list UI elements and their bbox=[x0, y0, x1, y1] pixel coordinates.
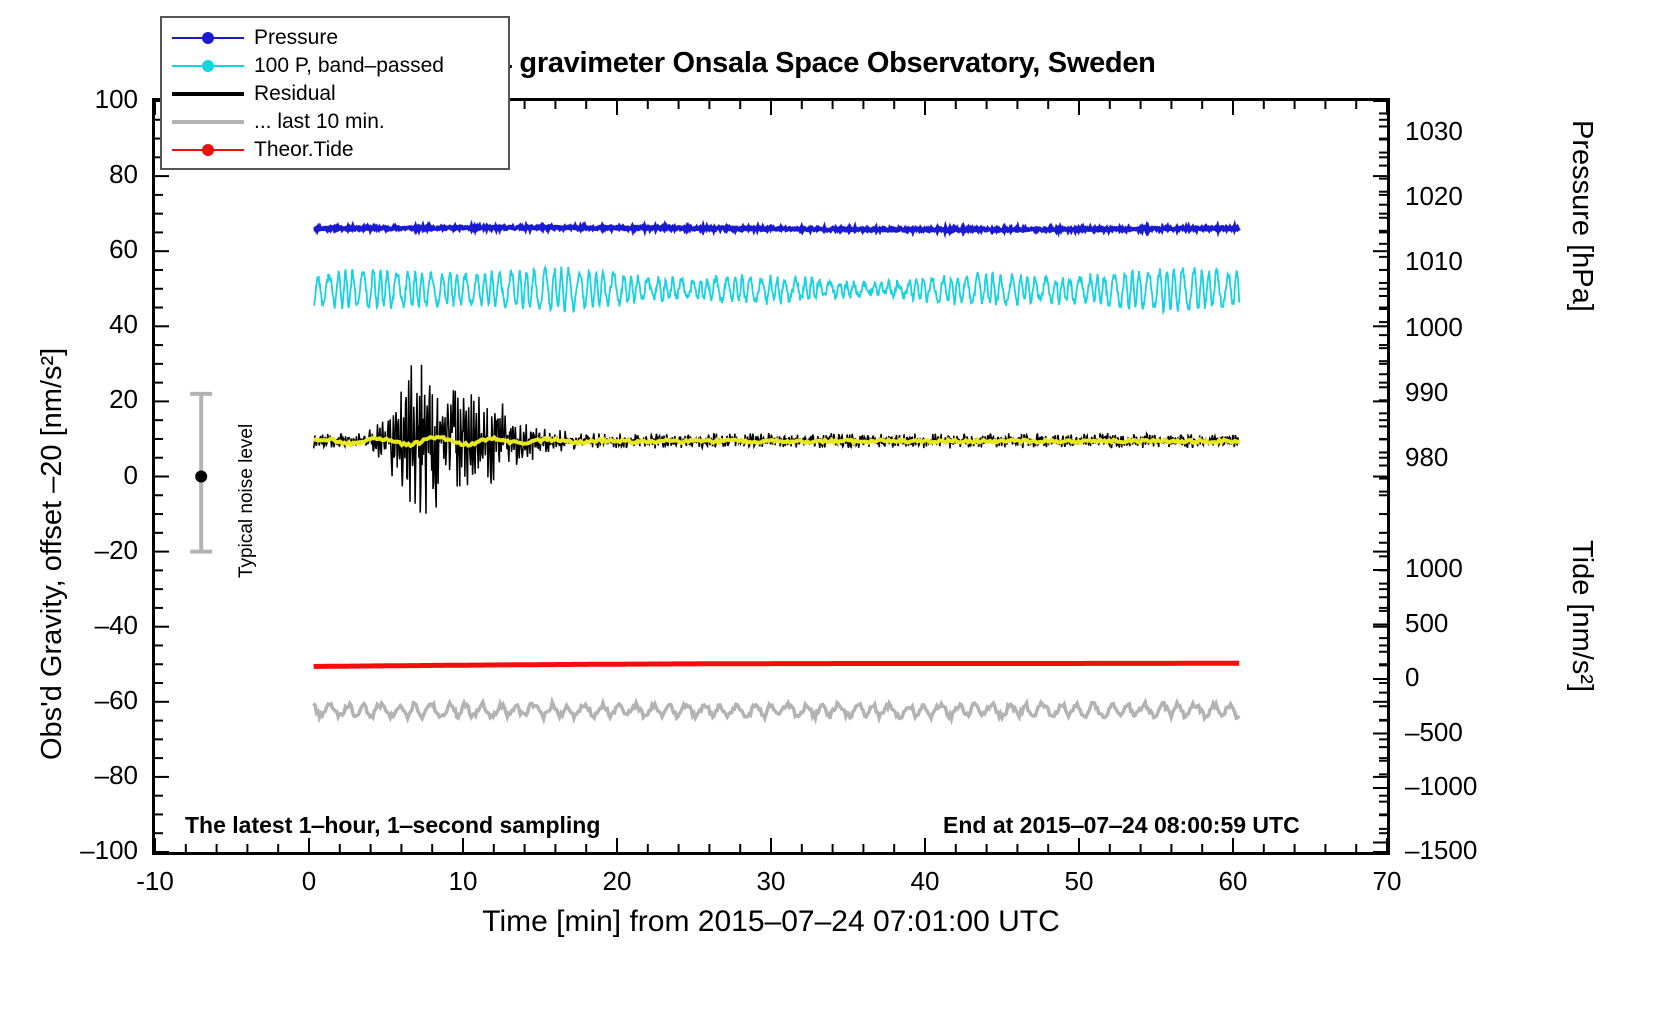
y-tick-left-7: ‒40 bbox=[94, 609, 138, 640]
y-axis-pressure-title: Pressure [hPa] bbox=[1566, 120, 1598, 312]
series-pressure bbox=[313, 219, 1241, 239]
noise-bar-center-dot bbox=[195, 470, 208, 483]
x-axis-title: Time [min] from 2015‒07‒24 07:01:00 UTC bbox=[482, 905, 1060, 938]
series-residual-smoothed bbox=[312, 434, 1240, 449]
sampling-note: The latest 1‒hour, 1‒second sampling bbox=[185, 812, 601, 838]
y-tick-pressure-4: 990 bbox=[1405, 376, 1449, 407]
y-tick-left-8: ‒60 bbox=[94, 684, 138, 715]
legend-label: 100 P, band‒passed bbox=[254, 54, 444, 77]
y-tick-tide-5: ‒1500 bbox=[1405, 835, 1478, 865]
legend-label: ... last 10 min. bbox=[254, 110, 385, 133]
legend-swatch-icon bbox=[172, 28, 244, 48]
x-tick-3: 20 bbox=[602, 866, 632, 896]
y-tick-pressure-1: 1020 bbox=[1405, 181, 1463, 212]
x-tick-7: 60 bbox=[1218, 866, 1248, 896]
x-tick-4: 30 bbox=[756, 866, 786, 896]
y-tick-left-10: ‒100 bbox=[80, 835, 138, 865]
y-tick-tide-3: ‒500 bbox=[1405, 716, 1463, 747]
legend-item-0[interactable]: Pressure bbox=[172, 24, 500, 52]
legend-item-2[interactable]: Residual bbox=[172, 80, 500, 108]
legend-swatch-icon bbox=[172, 140, 244, 160]
y-tick-left-1: 80 bbox=[109, 159, 138, 190]
series-bandpassed bbox=[312, 264, 1241, 315]
series-last-10-min bbox=[312, 695, 1241, 726]
x-tick-5: 40 bbox=[910, 866, 940, 896]
y-tick-left-3: 40 bbox=[109, 309, 138, 340]
x-tick-8: 70 bbox=[1372, 866, 1402, 896]
legend-swatch-icon bbox=[172, 112, 244, 132]
data-curves bbox=[190, 219, 1241, 726]
y-tick-pressure-0: 1030 bbox=[1405, 116, 1463, 146]
y-tick-pressure-2: 1010 bbox=[1405, 246, 1463, 277]
y-tick-left-0: 100 bbox=[94, 84, 138, 114]
legend-label: Residual bbox=[254, 82, 336, 105]
x-tick-6: 50 bbox=[1064, 866, 1094, 896]
typical-noise-level-label: Typical noise level bbox=[236, 423, 257, 578]
y-tick-left-5: 0 bbox=[123, 459, 138, 490]
x-tick-0: -10 bbox=[136, 866, 174, 896]
y-tick-left-4: 20 bbox=[109, 384, 138, 415]
legend-label: Pressure bbox=[254, 26, 339, 49]
y-axis-tide-title: Tide [nm/s²] bbox=[1566, 540, 1598, 693]
legend: Pressure 100 P, band‒passed Residual ... la… bbox=[160, 16, 510, 170]
y-axis-left-title: Obs'd Gravity, offset ‒20 [nm/s²] bbox=[36, 347, 68, 760]
y-tick-pressure-3: 1000 bbox=[1405, 311, 1463, 342]
x-tick-2: 10 bbox=[448, 866, 478, 896]
legend-swatch-icon bbox=[172, 84, 244, 104]
x-tick-1: 0 bbox=[301, 866, 317, 896]
chart-title: SCG_054 gravimeter Onsala Space Observat… bbox=[386, 47, 1156, 79]
y-tick-pressure-5: 980 bbox=[1405, 442, 1449, 472]
end-time-note: End at 2015‒07‒24 08:00:59 UTC bbox=[943, 812, 1300, 838]
plot-area bbox=[152, 98, 1390, 855]
y-tick-tide-2: 0 bbox=[1405, 662, 1420, 692]
legend-label: Theor.Tide bbox=[254, 138, 354, 161]
y-tick-tide-4: ‒1000 bbox=[1405, 771, 1478, 801]
axis-ticks bbox=[154, 100, 1388, 853]
legend-item-4[interactable]: Theor.Tide bbox=[172, 136, 500, 164]
legend-item-3[interactable]: ... last 10 min. bbox=[172, 108, 500, 136]
legend-swatch-icon bbox=[172, 56, 244, 76]
y-tick-tide-1: 500 bbox=[1405, 607, 1449, 638]
y-tick-left-6: ‒20 bbox=[94, 534, 138, 565]
y-tick-left-2: 60 bbox=[109, 234, 138, 265]
legend-item-1[interactable]: 100 P, band‒passed bbox=[172, 52, 500, 80]
series-theoretical-tide bbox=[313, 660, 1240, 669]
y-tick-tide-0: 1000 bbox=[1405, 553, 1463, 583]
y-tick-left-9: ‒80 bbox=[94, 759, 138, 790]
